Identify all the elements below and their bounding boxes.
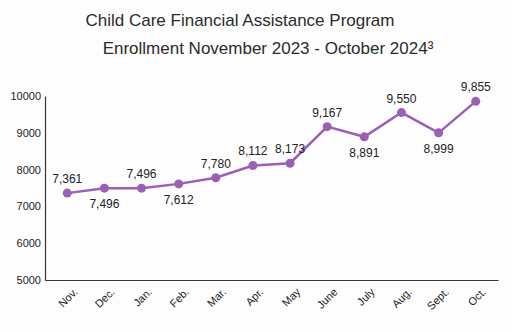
x-tick: Nov.: [56, 280, 80, 309]
x-tick: Mar.: [205, 280, 229, 309]
data-label: 7,612: [164, 193, 194, 207]
data-label: 8,999: [424, 142, 454, 156]
data-label: 8,173: [275, 142, 305, 156]
y-tick: 9000: [17, 127, 45, 139]
x-tick: Feb.: [167, 280, 191, 310]
point: [360, 132, 369, 141]
point: [323, 122, 332, 131]
point: [211, 173, 220, 182]
point: [286, 159, 295, 168]
title-line: Enrollment November 2023 - October 2024³: [103, 39, 434, 58]
background: [0, 0, 512, 332]
y-tick-label: 8000: [17, 164, 41, 176]
x-axis: Nov. Dec. Jan. Feb. Mar. Apr. May June July Aug. S…: [46, 280, 499, 312]
y-tick-label: 7000: [17, 200, 41, 212]
y-tick: 10000: [10, 90, 45, 102]
point: [100, 184, 109, 193]
data-label: 8,112: [238, 144, 267, 158]
plot: [63, 97, 480, 198]
x-tick: July: [355, 280, 378, 308]
y-tick: 6000: [17, 237, 45, 249]
data-label: 7,780: [201, 157, 231, 171]
point: [434, 128, 443, 137]
x-tick-label: Dec.: [92, 286, 116, 310]
x-tick-label: Jan.: [131, 286, 154, 309]
x-tick: Oct.: [465, 280, 488, 308]
data-label: 9,167: [312, 106, 342, 120]
data-label: 7,496: [89, 197, 119, 211]
data-label: 7,496: [127, 167, 157, 181]
x-tick: Sept.: [424, 280, 451, 312]
point: [248, 161, 257, 170]
title: Child Care Financial Assistance Program E…: [86, 11, 434, 58]
x-tick-label: June: [314, 286, 339, 311]
point: [63, 189, 72, 198]
data-labels: 7,361 7,496 7,496 7,612 7,780 8,112 8,173 9,167…: [52, 80, 491, 211]
x-tick: Aug.: [389, 280, 413, 310]
x-tick: Apr.: [243, 280, 265, 308]
x-tick: Dec.: [92, 280, 116, 310]
y-axis: 5000 6000 7000 8000 9000 10000: [10, 90, 45, 286]
x-tick-label: Mar.: [205, 286, 229, 310]
data-label: 9,855: [461, 80, 491, 94]
x-tick-label: May: [279, 285, 303, 309]
x-tick-label: Oct.: [465, 286, 488, 309]
y-tick: 5000: [17, 274, 45, 286]
x-tick-label: Apr.: [243, 286, 265, 308]
point: [137, 184, 146, 193]
y-tick: 7000: [17, 200, 45, 212]
y-tick-label: 9000: [17, 127, 41, 139]
x-tick-label: Feb.: [167, 286, 191, 310]
x-tick-label: July: [355, 285, 378, 308]
x-tick: May: [279, 280, 303, 309]
x-axis-line: [46, 280, 499, 281]
x-tick: June: [314, 280, 339, 311]
line: [67, 101, 475, 193]
point: [471, 97, 480, 106]
y-tick: 8000: [17, 164, 45, 176]
y-tick-label: 5000: [17, 274, 41, 286]
data-label: 7,361: [52, 172, 82, 186]
x-tick: Jan.: [131, 280, 154, 309]
x-tick-label: Aug.: [389, 286, 413, 310]
data-label: 9,550: [386, 92, 416, 106]
y-tick-label: 10000: [10, 90, 41, 102]
y-axis-line: [45, 97, 46, 281]
y-tick-label: 6000: [17, 237, 41, 249]
point: [397, 108, 406, 117]
x-tick-label: Sept.: [424, 286, 451, 313]
data-label: 8,891: [349, 146, 379, 160]
title-line: Child Care Financial Assistance Program: [86, 11, 395, 30]
x-tick-label: Nov.: [56, 286, 80, 310]
point: [174, 179, 183, 188]
